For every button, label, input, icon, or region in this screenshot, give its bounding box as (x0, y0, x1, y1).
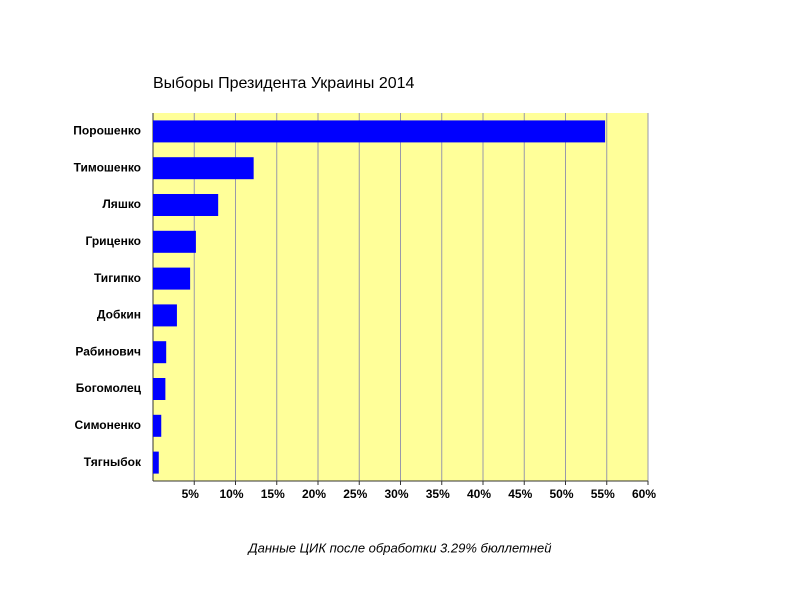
y-tick-label: Гриценко (85, 234, 141, 248)
x-tick-label: 5% (182, 487, 200, 501)
y-tick-label: Ляшко (102, 197, 141, 211)
x-tick-label: 45% (508, 487, 532, 501)
y-tick-label: Симоненко (75, 418, 141, 432)
bar (153, 341, 167, 364)
bar (153, 230, 196, 253)
y-tick-label: Рабинович (75, 344, 141, 358)
y-tick-label: Добкин (97, 308, 141, 322)
x-tick-label: 15% (261, 487, 285, 501)
x-tick-label: 10% (219, 487, 243, 501)
bar (153, 120, 606, 143)
x-tick-label: 30% (384, 487, 408, 501)
bar (153, 267, 191, 290)
y-tick-label: Порошенко (73, 124, 141, 138)
chart-note: Данные ЦИК после обработки 3.29% бюллетн… (247, 540, 552, 555)
bar (153, 451, 159, 474)
y-tick-label: Тигипко (94, 271, 141, 285)
bar (153, 414, 162, 437)
chart-title: Выборы Президента Украины 2014 (153, 75, 415, 92)
x-tick-label: 40% (467, 487, 491, 501)
y-tick-label: Тягныбок (84, 455, 142, 469)
bar (153, 194, 219, 216)
x-tick-label: 20% (302, 487, 326, 501)
y-tick-label: Тимошенко (74, 160, 141, 174)
bar (153, 304, 177, 327)
bar (153, 378, 166, 400)
bar (153, 157, 254, 180)
x-tick-label: 35% (426, 487, 450, 501)
x-tick-label: 50% (549, 487, 573, 501)
x-tick-label: 60% (632, 487, 656, 501)
x-tick-label: 25% (343, 487, 367, 501)
x-tick-label: 55% (591, 487, 615, 501)
y-tick-label: Богомолец (76, 381, 142, 395)
